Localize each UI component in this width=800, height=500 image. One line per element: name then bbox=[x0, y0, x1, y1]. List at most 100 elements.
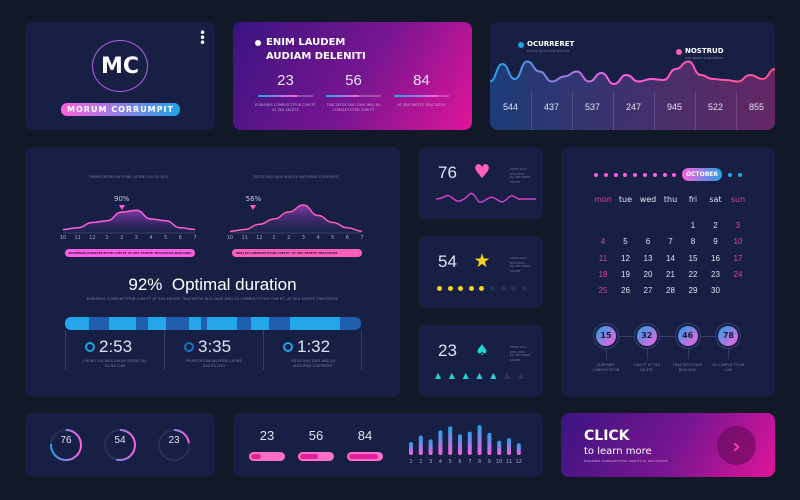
axis-tick: 6 bbox=[345, 235, 349, 241]
calendar-day[interactable]: 29 bbox=[688, 286, 698, 296]
month-dot[interactable] bbox=[672, 173, 677, 177]
promo-stat-value: 56 bbox=[345, 72, 362, 89]
divider bbox=[361, 330, 362, 370]
cta-caption: EURIPIDIS COMPLECTITUR CUM ET AT SEA FAC… bbox=[584, 459, 668, 463]
promo-stat-caption: TRACTATOS DUO DUIS WISI EA COMPLECTITUR … bbox=[326, 103, 381, 112]
bar-tick-label: 6 bbox=[458, 459, 461, 465]
weekday-label: wed bbox=[639, 195, 657, 204]
calendar-day[interactable]: 16 bbox=[711, 253, 720, 263]
wave-value: 522 bbox=[707, 102, 724, 112]
calendar-day[interactable]: 13 bbox=[643, 253, 653, 263]
calendar-day[interactable]: 15 bbox=[688, 253, 698, 263]
promo-title-line1: ENIM LAUDEM bbox=[266, 37, 346, 48]
metric-note: TATOS DUO DUIS WISI bbox=[510, 346, 527, 354]
calendar-day[interactable]: 14 bbox=[666, 253, 675, 263]
calendar-day[interactable]: 5 bbox=[623, 237, 628, 247]
bar-chart: 1 2 3 4 5 6 7 8 9 10 11 12 bbox=[409, 425, 522, 465]
clock-ring-icon bbox=[184, 342, 194, 352]
profile-card: • • • MC MORUM CORRUMPIT bbox=[25, 22, 215, 130]
calendar-day[interactable]: 20 bbox=[643, 269, 653, 279]
month-badge[interactable]: OCTOBER bbox=[682, 168, 722, 181]
bar bbox=[467, 431, 472, 455]
wave-value: 437 bbox=[543, 102, 560, 112]
divider bbox=[613, 92, 614, 130]
calendar-day[interactable]: 27 bbox=[643, 286, 653, 296]
metric-card: 54 ★ TATOS DUO DUIS WISI EA ANTIOPAM SCRIPS bbox=[418, 236, 543, 308]
calendar-day[interactable]: 2 bbox=[713, 221, 718, 230]
avatar: MC bbox=[92, 40, 148, 92]
metric-card: 23 ♠ TATOS DUO DUIS WISI EA ANTIOPAM SCRIPS… bbox=[418, 325, 543, 397]
calendar-day[interactable]: 24 bbox=[733, 269, 743, 279]
divider bbox=[654, 92, 655, 130]
calendar-day[interactable]: 17 bbox=[733, 253, 743, 263]
duration-subtitle: EURIPIDIS COMPLECTITUR CUM ET AT SEA FAC… bbox=[86, 297, 339, 301]
bar bbox=[507, 438, 511, 455]
calendar-day[interactable]: 26 bbox=[621, 286, 630, 296]
axis-tick: 2 bbox=[120, 235, 124, 241]
more-vertical-icon[interactable]: • • • bbox=[199, 26, 207, 50]
promo-stat-value: 84 bbox=[413, 72, 430, 89]
month-dot[interactable] bbox=[662, 173, 667, 177]
calendar-day[interactable]: 12 bbox=[621, 253, 630, 263]
calendar-day[interactable]: 7 bbox=[668, 237, 673, 247]
legend-sub: ANTIOPAM SCRIPSERIT bbox=[685, 56, 723, 60]
mini-area bbox=[63, 210, 195, 233]
bullet-icon bbox=[255, 40, 261, 46]
calendar-day[interactable]: 3 bbox=[735, 221, 741, 230]
bar-stat-fill bbox=[251, 454, 261, 459]
rating-dot bbox=[468, 286, 474, 291]
calendar-day[interactable]: 25 bbox=[598, 286, 608, 296]
calendar-day[interactable]: 1 bbox=[690, 221, 696, 230]
calendar-day[interactable]: 10 bbox=[733, 237, 743, 247]
time-value: 2:53 bbox=[99, 337, 133, 356]
calendar-day[interactable]: 6 bbox=[645, 237, 651, 247]
bar-stat-pill bbox=[347, 452, 383, 461]
calendar-day[interactable]: 8 bbox=[690, 237, 696, 247]
weekday-label: thu bbox=[663, 195, 678, 204]
calendar-day[interactable]: 30 bbox=[711, 286, 720, 296]
calendar-day[interactable]: 23 bbox=[711, 269, 720, 279]
month-dot[interactable] bbox=[603, 173, 608, 177]
legend-sub: TATOS DUO DUIS WISI EA bbox=[527, 49, 570, 53]
bar-tick-label: 12 bbox=[516, 459, 522, 465]
cta-card[interactable]: CLICK to learn more EURIPIDIS COMPLECTIT… bbox=[561, 413, 775, 477]
month-dot[interactable] bbox=[652, 173, 657, 177]
bar-stat-fill bbox=[349, 454, 378, 459]
calendar-day[interactable]: 22 bbox=[688, 269, 698, 279]
promo-title-line2: AUDIAM DELENITI bbox=[266, 51, 366, 62]
timeline-segment bbox=[325, 317, 341, 330]
month-dot[interactable] bbox=[737, 173, 742, 177]
rating-dot bbox=[437, 286, 442, 291]
promo-stat-track bbox=[326, 95, 381, 97]
duration-panel: PRIMISTRITAN AN FERRI LATINE USU EX DUO 9… bbox=[25, 147, 400, 397]
wave-chart-card: OCURRERET TATOS DUO DUIS WISI EA NOSTRUD AN… bbox=[490, 22, 775, 130]
duration-timeline-bar[interactable] bbox=[65, 317, 361, 330]
time-caption: PRIMISTRITAN AN FERRI LATINE USU EX DUO bbox=[186, 359, 242, 368]
calendar-day[interactable]: 11 bbox=[598, 253, 608, 263]
cta-arrow-button[interactable]: › bbox=[717, 426, 756, 465]
month-dot[interactable] bbox=[594, 173, 598, 177]
progress-ring bbox=[104, 429, 136, 461]
bar bbox=[418, 435, 423, 455]
axis-tick: 10 bbox=[59, 235, 67, 241]
cta-title: CLICK bbox=[584, 428, 630, 444]
mini-area bbox=[230, 205, 362, 233]
calendar-day[interactable]: 9 bbox=[713, 237, 718, 247]
calendar-day[interactable]: 21 bbox=[666, 269, 675, 279]
calendar-day[interactable]: 4 bbox=[600, 237, 606, 247]
month-dot[interactable] bbox=[643, 173, 647, 177]
mini-chart-pill: EURIPIDIS COMPLECTITUR CUM ET AT SEA FAC… bbox=[65, 249, 195, 257]
calendar-day[interactable]: 28 bbox=[666, 286, 675, 296]
month-dot[interactable] bbox=[623, 173, 628, 177]
promo-card: ENIM LAUDEM AUDIAM DELENITI 23 EURIPIDIS C… bbox=[233, 22, 472, 130]
month-dot[interactable] bbox=[728, 173, 732, 177]
bar bbox=[477, 425, 482, 455]
rating-dot bbox=[479, 286, 485, 291]
bar-tick-label: 11 bbox=[506, 459, 512, 465]
timeline-segment bbox=[109, 317, 137, 330]
calendar-day[interactable]: 19 bbox=[621, 269, 630, 279]
calendar-day[interactable]: 18 bbox=[598, 269, 608, 279]
month-dot[interactable] bbox=[613, 173, 618, 177]
divider bbox=[531, 92, 532, 130]
month-dot[interactable] bbox=[633, 173, 638, 177]
